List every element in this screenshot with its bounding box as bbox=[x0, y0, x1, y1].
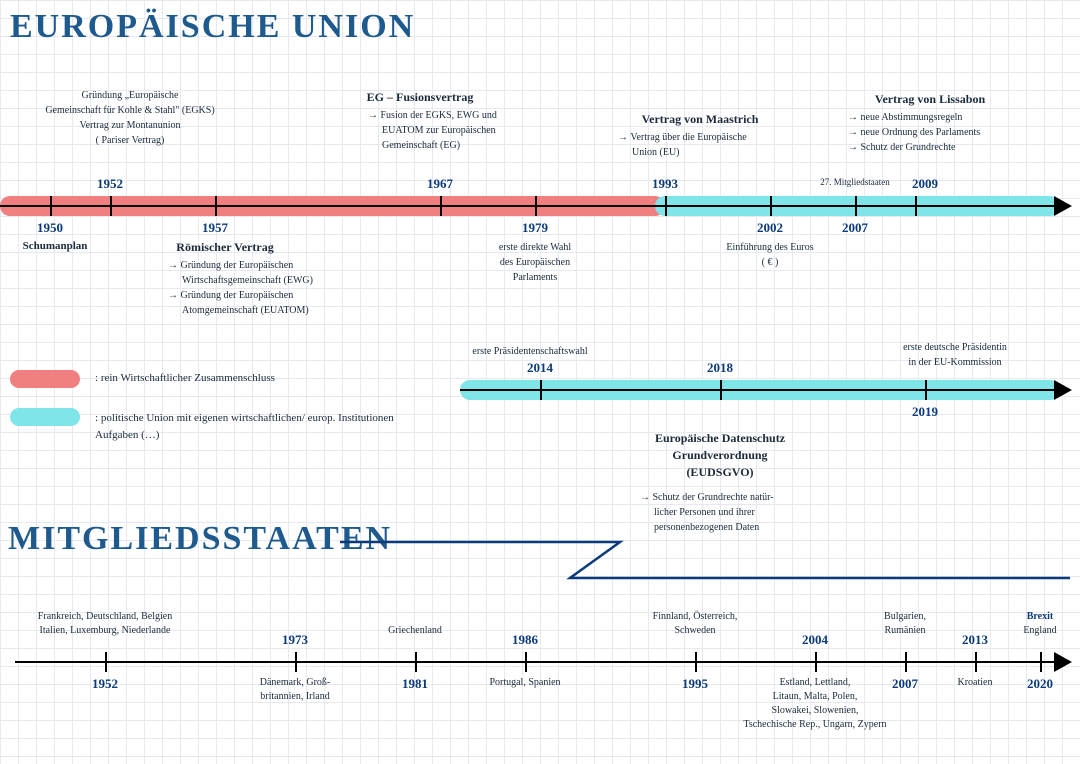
year-1952: 1952 bbox=[92, 676, 118, 692]
ev-2002-text: Einführung des Euros ( € ) bbox=[695, 240, 845, 270]
year-2020: 2020 bbox=[1027, 676, 1053, 692]
tick bbox=[105, 652, 107, 672]
tick bbox=[925, 380, 927, 400]
tick bbox=[695, 652, 697, 672]
tick bbox=[905, 652, 907, 672]
year-1957: 1957 bbox=[202, 220, 228, 236]
tick bbox=[215, 196, 217, 216]
ev-1993-title: Vertrag von Maastrich bbox=[642, 112, 759, 127]
ev-dsgvo-title: Europäische Datenschutz Grundverordnung … bbox=[655, 430, 785, 480]
tick bbox=[815, 652, 817, 672]
ev-1967-text: Fusion der EGKS, EWG und EUATOM zur Euro… bbox=[368, 108, 568, 153]
legend-swatch-red bbox=[10, 370, 80, 388]
timeline-members bbox=[15, 652, 1070, 672]
ev-1979-text: erste direkte Wahl des Europäischen Parl… bbox=[460, 240, 610, 285]
ev-1957-title: Römischer Vertrag bbox=[176, 240, 273, 255]
year-1979: 1979 bbox=[522, 220, 548, 236]
timeline-eu2 bbox=[460, 380, 1070, 400]
arrow-icon bbox=[1054, 196, 1072, 216]
axis bbox=[0, 205, 1058, 207]
ev-2009-extra: 27. Mitgliedstaaten bbox=[820, 176, 890, 190]
tick bbox=[50, 196, 52, 216]
member-label: Dänemark, Groß-britannien, Irland bbox=[195, 676, 395, 704]
title-members: Mitgliedsstaaten bbox=[8, 520, 392, 558]
tick bbox=[770, 196, 772, 216]
ev-2009-text: neue Abstimmungsregeln neue Ordnung des … bbox=[848, 110, 1078, 155]
tick bbox=[915, 196, 917, 216]
tick bbox=[1040, 652, 1042, 672]
member-label: BrexitEngland bbox=[950, 610, 1080, 638]
member-label: Frankreich, Deutschland, BelgienItalien,… bbox=[15, 610, 195, 638]
ev-1993-text: Vertrag über die Europäische Union (EU) bbox=[618, 130, 818, 160]
tick bbox=[110, 196, 112, 216]
ev-2009-title: Vertrag von Lissabon bbox=[875, 92, 985, 107]
tick bbox=[540, 380, 542, 400]
ev-1957-text: Gründung der Europäischen Wirtschaftsgem… bbox=[168, 258, 398, 318]
legend-swatch-cyan bbox=[10, 408, 80, 426]
tick bbox=[415, 652, 417, 672]
year-1952: 1952 bbox=[97, 176, 123, 192]
year-2014: 2014 bbox=[527, 360, 553, 376]
year-2007: 2007 bbox=[842, 220, 868, 236]
ev-1967-title: EG – Fusionsvertrag bbox=[367, 90, 474, 105]
arrow-icon bbox=[1054, 380, 1072, 400]
member-label: Griechenland bbox=[325, 624, 505, 638]
year-2002: 2002 bbox=[757, 220, 783, 236]
ev-2019-toptext: erste deutsche Präsidentin in der EU-Kom… bbox=[845, 340, 1065, 370]
member-label: Portugal, Spanien bbox=[425, 676, 625, 690]
title-eu: Europäische Union bbox=[10, 8, 415, 46]
timeline-eu bbox=[0, 196, 1070, 216]
year-1986: 1986 bbox=[512, 632, 538, 648]
member-label: Finnland, Österreich,Schweden bbox=[605, 610, 785, 638]
axis bbox=[460, 389, 1058, 391]
tick bbox=[525, 652, 527, 672]
year-1967: 1967 bbox=[427, 176, 453, 192]
year-2009: 2009 bbox=[912, 176, 938, 192]
zigzag-line bbox=[340, 530, 1080, 590]
legend-red-text: : rein Wirtschaftlicher Zusammenschluss bbox=[95, 372, 275, 384]
year-1973: 1973 bbox=[282, 632, 308, 648]
axis bbox=[15, 661, 1058, 663]
ev-1950-title: Schumanplan bbox=[23, 240, 88, 252]
year-2018: 2018 bbox=[707, 360, 733, 376]
year-1950: 1950 bbox=[37, 220, 63, 236]
tick bbox=[720, 380, 722, 400]
tick bbox=[665, 196, 667, 216]
year-1993: 1993 bbox=[652, 176, 678, 192]
arrow-icon bbox=[1054, 652, 1072, 672]
tick bbox=[295, 652, 297, 672]
tick bbox=[855, 196, 857, 216]
ev-1952-top: Gründung „Europäische Gemeinschaft für K… bbox=[20, 88, 240, 148]
tick bbox=[975, 652, 977, 672]
ev-2014-text: erste Präsidentenschaftswahl bbox=[430, 344, 630, 359]
ev-dsgvo-text: Schutz der Grundrechte natür- licher Per… bbox=[640, 490, 860, 535]
year-2019: 2019 bbox=[912, 404, 938, 420]
year-1995: 1995 bbox=[682, 676, 708, 692]
tick bbox=[535, 196, 537, 216]
legend-cyan-text: : politische Union mit eigenen wirtschaf… bbox=[95, 410, 425, 443]
tick bbox=[440, 196, 442, 216]
